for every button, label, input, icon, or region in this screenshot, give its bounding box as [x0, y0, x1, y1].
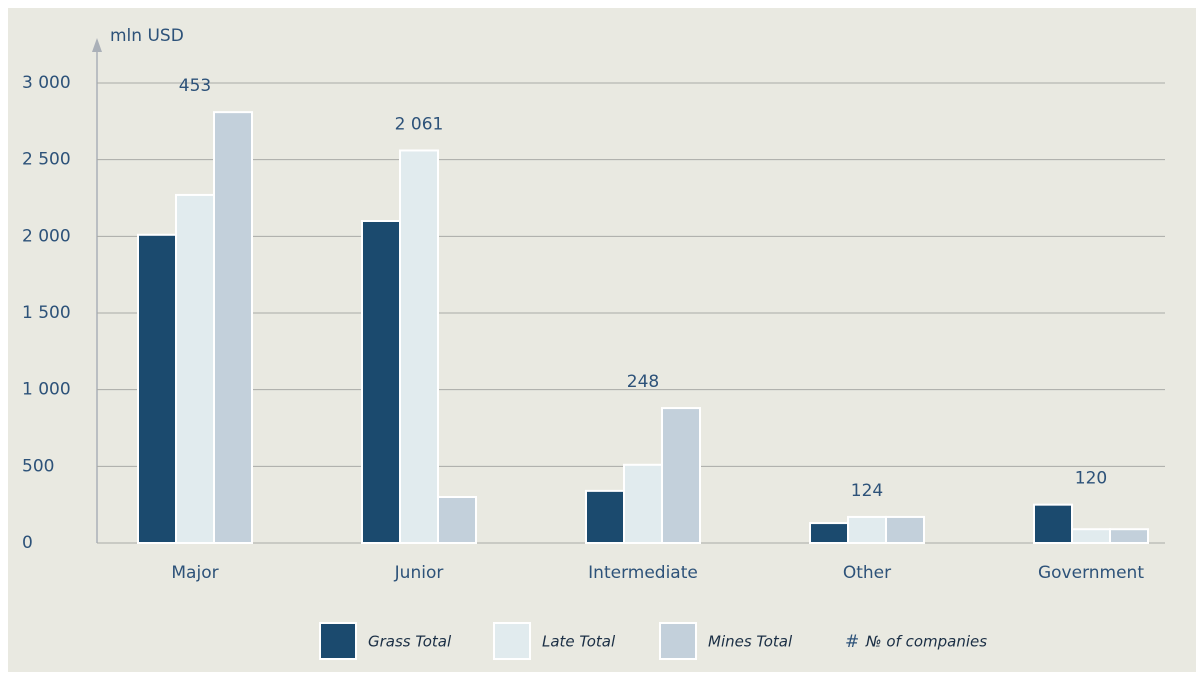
legend-label leg: Grass Total	[368, 633, 452, 651]
x-tick-label: Junior	[394, 563, 444, 583]
y-tick-label: 1 500	[22, 303, 71, 323]
legend-label leg: Late Total	[542, 633, 616, 651]
axis-arrow	[92, 38, 102, 52]
x-tick-label: Major	[171, 563, 218, 583]
companies-label: 2 061	[395, 114, 444, 134]
bar	[661, 407, 701, 545]
bar	[213, 111, 253, 544]
companies-label: 248	[627, 372, 659, 392]
legend-label leg: Mines Total	[708, 633, 793, 651]
x-tick-label: Intermediate	[588, 563, 698, 583]
legend-swatch	[493, 622, 531, 660]
bar	[137, 233, 177, 545]
y-axis-label: mln USD	[110, 26, 184, 46]
bar	[175, 193, 215, 545]
legend-swatch	[319, 622, 357, 660]
bar	[437, 496, 477, 544]
bar	[885, 515, 925, 545]
y-tick-label: 500	[22, 456, 54, 476]
bar	[623, 463, 663, 544]
bar	[809, 522, 849, 544]
x-tick-label: Other	[843, 563, 891, 583]
y-tick-label: 0	[22, 533, 33, 553]
bar	[1033, 503, 1073, 544]
y-tick-label: 2 500	[22, 150, 71, 170]
companies-label: 120	[1075, 469, 1107, 489]
bar	[361, 220, 401, 544]
bar	[847, 515, 887, 545]
legend-label: № of companies	[865, 633, 987, 651]
bar	[585, 489, 625, 545]
y-tick-label: 1 000	[22, 380, 71, 400]
bar	[1109, 528, 1149, 545]
y-tick-label: 2 000	[22, 226, 71, 246]
companies-label: 124	[851, 481, 883, 501]
bar	[399, 149, 439, 544]
companies-label: 453	[179, 76, 211, 96]
legend-swatch	[659, 622, 697, 660]
y-tick-label: 3 000	[22, 73, 71, 93]
x-tick-label: Government	[1038, 563, 1144, 583]
legend-marker: #	[845, 632, 859, 652]
bar	[1071, 528, 1111, 545]
